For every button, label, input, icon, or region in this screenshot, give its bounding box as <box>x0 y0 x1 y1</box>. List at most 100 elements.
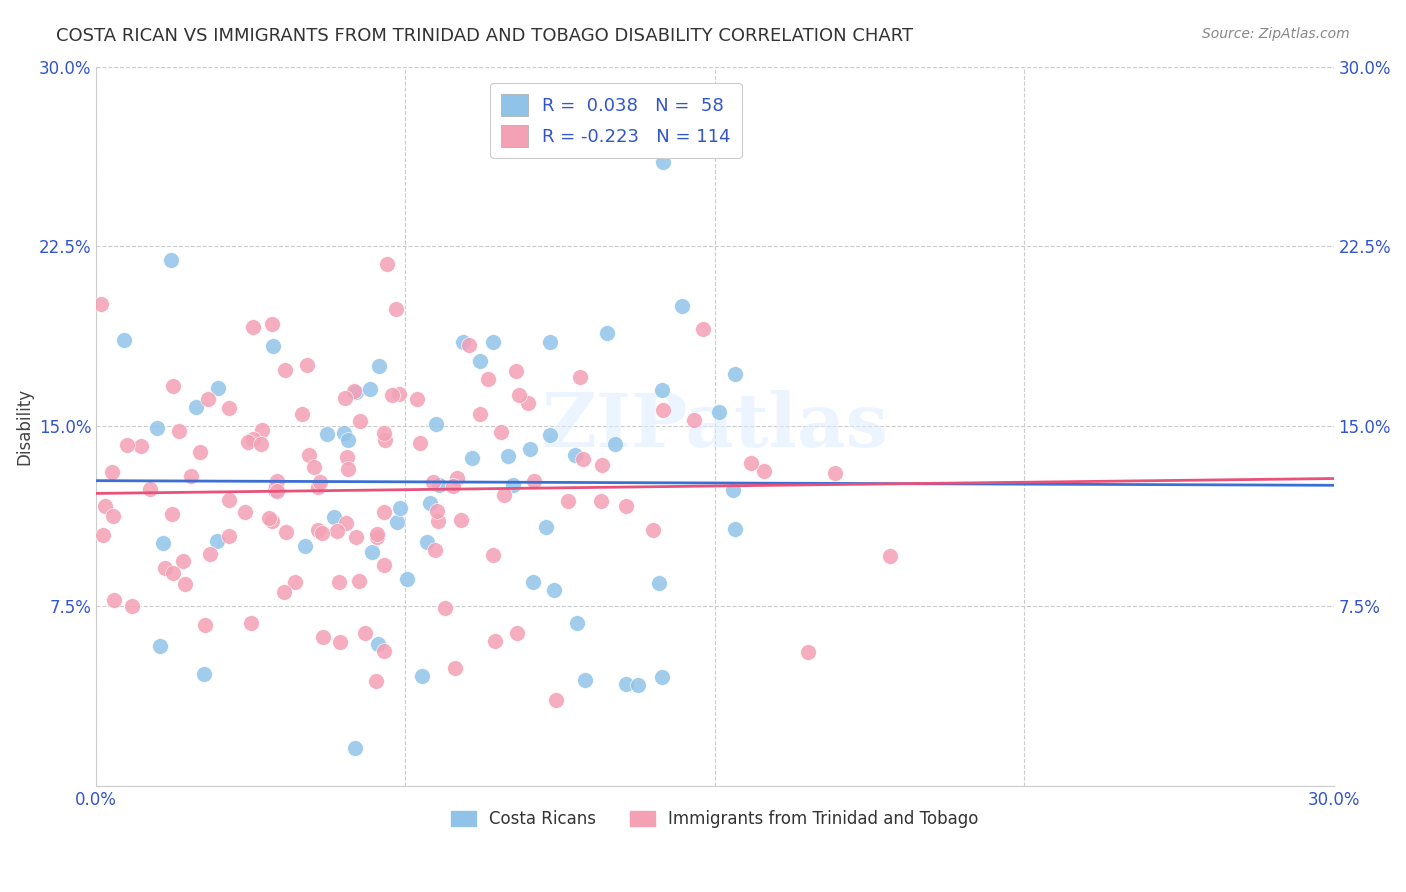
Point <box>344 740 367 755</box>
Point <box>93 499 115 513</box>
Point <box>333 425 356 440</box>
Point <box>643 523 665 537</box>
Point <box>426 503 449 517</box>
Point <box>879 549 901 563</box>
Text: COSTA RICAN VS IMMIGRANTS FROM TRINIDAD AND TOBAGO DISABILITY CORRELATION CHART: COSTA RICAN VS IMMIGRANTS FROM TRINIDAD … <box>56 27 914 45</box>
Point <box>328 575 350 590</box>
Point <box>112 333 135 347</box>
Point <box>492 488 515 502</box>
Point <box>433 601 456 615</box>
Point <box>367 637 389 651</box>
Text: Source: ZipAtlas.com: Source: ZipAtlas.com <box>1202 27 1350 41</box>
Point <box>444 661 467 675</box>
Point <box>373 426 395 441</box>
Point <box>343 384 366 399</box>
Y-axis label: Disability: Disability <box>15 388 32 465</box>
Point <box>395 573 418 587</box>
Point <box>427 478 450 492</box>
Point <box>198 547 221 561</box>
Point <box>193 618 215 632</box>
Point <box>508 388 530 402</box>
Point <box>373 506 395 520</box>
Point <box>797 644 820 658</box>
Point <box>441 479 464 493</box>
Point <box>284 574 307 589</box>
Point <box>233 505 256 519</box>
Point <box>263 483 285 498</box>
Point <box>266 483 288 498</box>
Point <box>446 471 468 485</box>
Point <box>388 387 411 401</box>
Point <box>425 542 447 557</box>
Point <box>149 639 172 653</box>
Point <box>740 456 762 470</box>
Point <box>374 434 396 448</box>
Point <box>557 493 579 508</box>
Point <box>381 388 404 402</box>
Point <box>616 500 638 514</box>
Point <box>117 438 139 452</box>
Point <box>724 522 747 536</box>
Point <box>294 539 316 553</box>
Point <box>409 436 432 450</box>
Point <box>129 439 152 453</box>
Point <box>484 633 506 648</box>
Point <box>295 358 318 372</box>
Point <box>652 155 675 169</box>
Point <box>538 427 561 442</box>
Point <box>425 417 447 432</box>
Point <box>307 523 329 537</box>
Point <box>373 644 395 658</box>
Point <box>250 436 273 450</box>
Point <box>517 396 540 410</box>
Point <box>568 369 591 384</box>
Point <box>274 525 297 540</box>
Point <box>419 496 441 510</box>
Point <box>506 626 529 640</box>
Point <box>218 492 240 507</box>
Point <box>422 475 444 489</box>
Point <box>236 434 259 449</box>
Point <box>647 575 669 590</box>
Point <box>333 391 356 405</box>
Point <box>344 530 367 544</box>
Point <box>274 362 297 376</box>
Legend: Costa Ricans, Immigrants from Trinidad and Tobago: Costa Ricans, Immigrants from Trinidad a… <box>444 804 986 835</box>
Point <box>174 576 197 591</box>
Point <box>162 566 184 581</box>
Point <box>752 464 775 478</box>
Point <box>651 403 673 417</box>
Point <box>519 442 541 457</box>
Point <box>172 554 194 568</box>
Point <box>260 318 283 332</box>
Point <box>591 494 613 508</box>
Point <box>470 354 492 368</box>
Point <box>373 558 395 572</box>
Point <box>458 337 481 351</box>
Point <box>205 533 228 548</box>
Point <box>242 432 264 446</box>
Point <box>605 437 627 451</box>
Point <box>349 414 371 428</box>
Point <box>153 561 176 575</box>
Point <box>367 359 389 373</box>
Point <box>336 450 359 464</box>
Point <box>360 545 382 559</box>
Point <box>596 326 619 340</box>
Point <box>427 514 450 528</box>
Point <box>375 257 398 271</box>
Point <box>266 475 288 489</box>
Point <box>366 527 388 541</box>
Point <box>451 334 474 349</box>
Point <box>329 635 352 649</box>
Point <box>567 615 589 630</box>
Point <box>298 448 321 462</box>
Point <box>692 322 714 336</box>
Point <box>121 599 143 614</box>
Point <box>311 525 333 540</box>
Point <box>139 483 162 497</box>
Point <box>188 444 211 458</box>
Point <box>450 513 472 527</box>
Point <box>309 475 332 489</box>
Point <box>359 382 381 396</box>
